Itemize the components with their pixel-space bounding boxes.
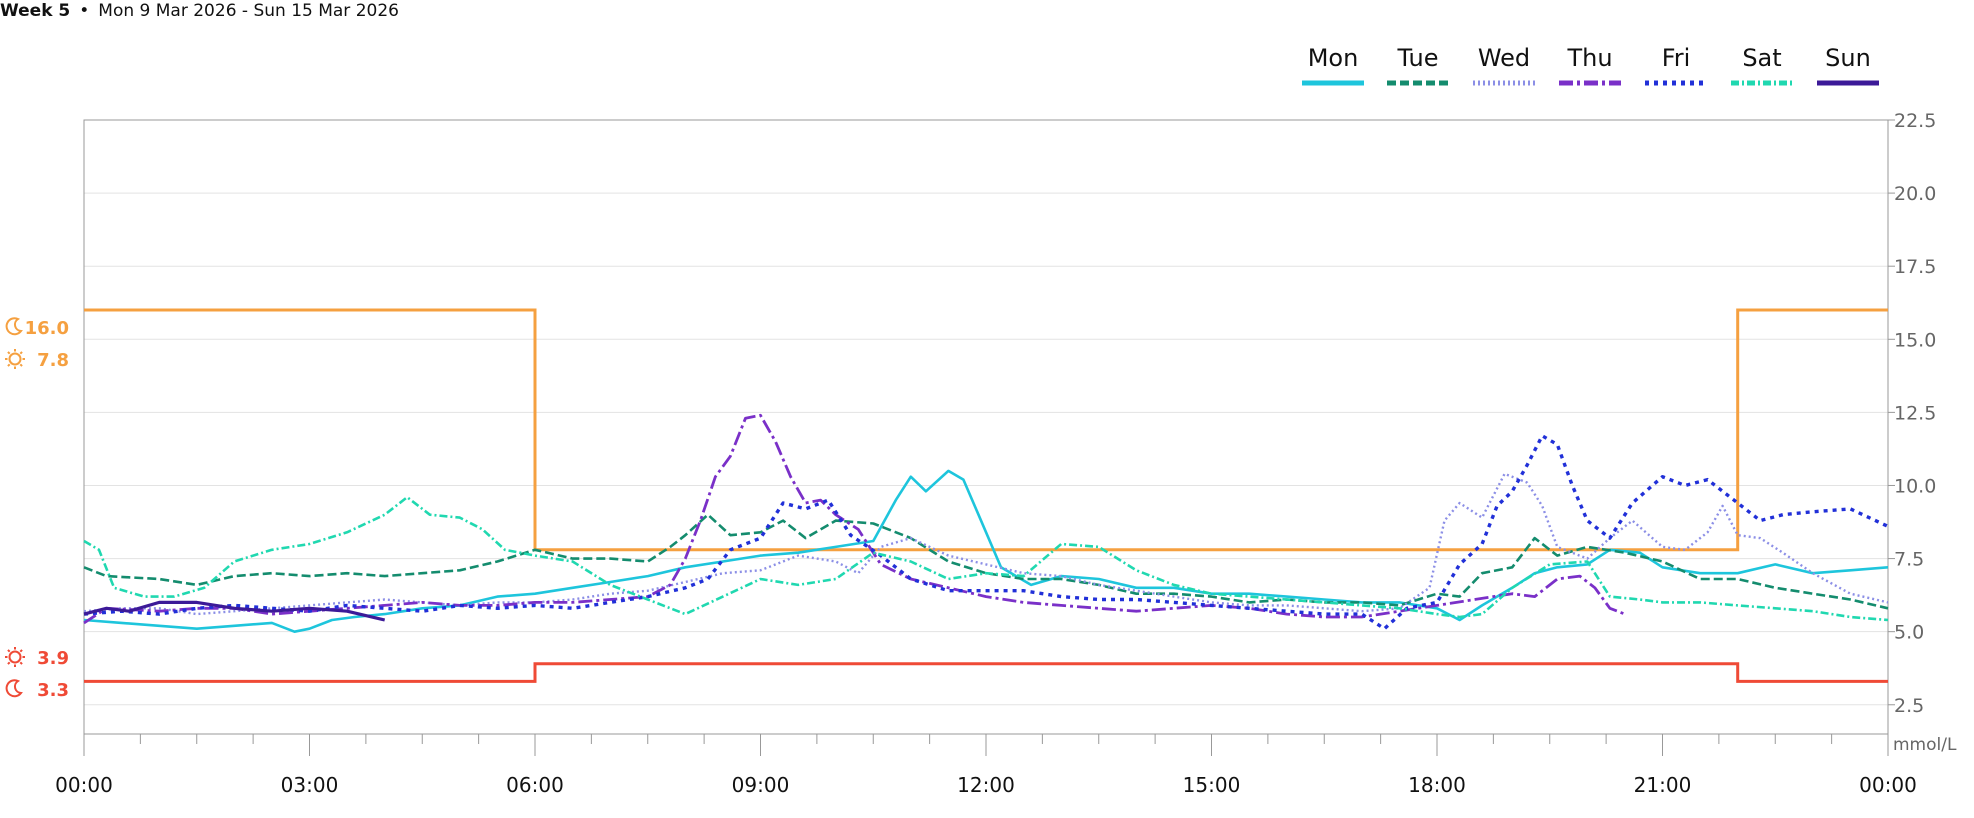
legend-item-sun[interactable]: Sun xyxy=(1817,44,1879,86)
legend-label: Sat xyxy=(1742,44,1781,72)
y-axis: 2.5 5.0 7.5 10.0 12.5 15.0 17.5 20.0 22.5 mmol/L xyxy=(1888,110,1957,755)
x-tick-label: 18:00 xyxy=(1408,773,1466,797)
upper-target-line xyxy=(84,308,1888,552)
legend-item-sat[interactable]: Sat xyxy=(1731,44,1793,86)
legend-label: Sun xyxy=(1825,44,1871,72)
night-high-label: 16.0 xyxy=(25,318,69,339)
y-tick-label: 7.5 xyxy=(1894,549,1924,571)
y-tick-label: 22.5 xyxy=(1894,110,1936,132)
legend[interactable]: Mon Tue Wed Thu Fri Sat Sun xyxy=(1302,44,1879,86)
x-tick-label: 00:00 xyxy=(55,773,113,797)
legend-label: Mon xyxy=(1308,44,1359,72)
y-tick-label: 2.5 xyxy=(1894,695,1924,717)
series xyxy=(83,413,1889,633)
target-labels: 16.0 7.8 3.9 3.3 xyxy=(5,317,69,701)
legend-label: Fri xyxy=(1662,44,1691,72)
x-tick-label: 00:00 xyxy=(1859,773,1917,797)
x-tick-label: 06:00 xyxy=(506,773,564,797)
x-tick-label: 15:00 xyxy=(1183,773,1241,797)
target-ranges xyxy=(84,308,1888,683)
x-tick-label: 09:00 xyxy=(732,773,790,797)
y-tick-label: 20.0 xyxy=(1894,183,1936,205)
legend-label: Tue xyxy=(1397,44,1439,72)
y-unit-label: mmol/L xyxy=(1893,735,1957,755)
series-line-tue xyxy=(83,513,1889,610)
day-high-label: 7.8 xyxy=(37,350,69,371)
y-tick-label: 5.0 xyxy=(1894,622,1924,644)
series-line-sun xyxy=(83,600,386,622)
chart-header: Week 5 • Mon 9 Mar 2026 - Sun 15 Mar 202… xyxy=(0,0,399,22)
y-tick-label: 17.5 xyxy=(1894,256,1936,278)
moon-icon xyxy=(5,679,23,698)
week-label: Week 5 xyxy=(0,1,71,21)
series-line-fri xyxy=(83,434,1889,631)
y-tick-label: 15.0 xyxy=(1894,329,1936,351)
legend-label: Thu xyxy=(1566,44,1612,72)
night-low-label: 3.3 xyxy=(37,680,69,701)
moon-icon xyxy=(5,317,23,336)
legend-item-wed[interactable]: Wed xyxy=(1473,44,1535,86)
series-line-sat xyxy=(83,495,1889,622)
y-tick-label: 12.5 xyxy=(1894,402,1936,424)
series-line-wed xyxy=(83,472,1889,616)
legend-item-tue[interactable]: Tue xyxy=(1387,44,1449,86)
series-line-thu xyxy=(83,413,1626,625)
legend-item-fri[interactable]: Fri xyxy=(1645,44,1707,86)
day-low-label: 3.9 xyxy=(37,648,69,669)
date-range: Mon 9 Mar 2026 - Sun 15 Mar 2026 xyxy=(98,1,399,21)
x-axis: 00:00 03:00 06:00 09:00 12:00 15:00 18:00 21:00… xyxy=(55,734,1917,797)
x-tick-label: 21:00 xyxy=(1634,773,1692,797)
legend-item-mon[interactable]: Mon xyxy=(1302,44,1364,86)
lower-target-line xyxy=(84,662,1888,683)
x-tick-label: 12:00 xyxy=(957,773,1015,797)
legend-label: Wed xyxy=(1478,44,1530,72)
x-tick-label: 03:00 xyxy=(281,773,339,797)
header-separator: • xyxy=(79,1,90,21)
plot-frame xyxy=(83,119,1889,735)
sun-icon xyxy=(5,647,25,667)
sun-icon xyxy=(5,349,25,369)
y-tick-label: 10.0 xyxy=(1894,475,1936,497)
legend-item-thu[interactable]: Thu xyxy=(1559,44,1621,86)
